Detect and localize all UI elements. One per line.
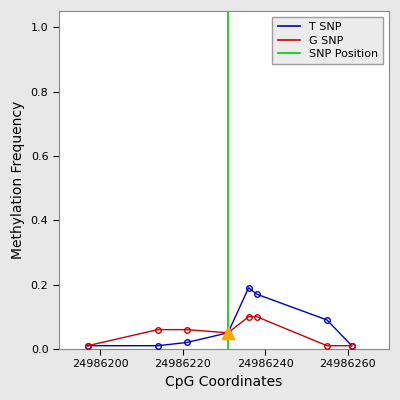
Y-axis label: Methylation Frequency: Methylation Frequency — [11, 101, 25, 259]
X-axis label: CpG Coordinates: CpG Coordinates — [165, 375, 282, 389]
Legend: T SNP, G SNP, SNP Position: T SNP, G SNP, SNP Position — [272, 17, 383, 64]
